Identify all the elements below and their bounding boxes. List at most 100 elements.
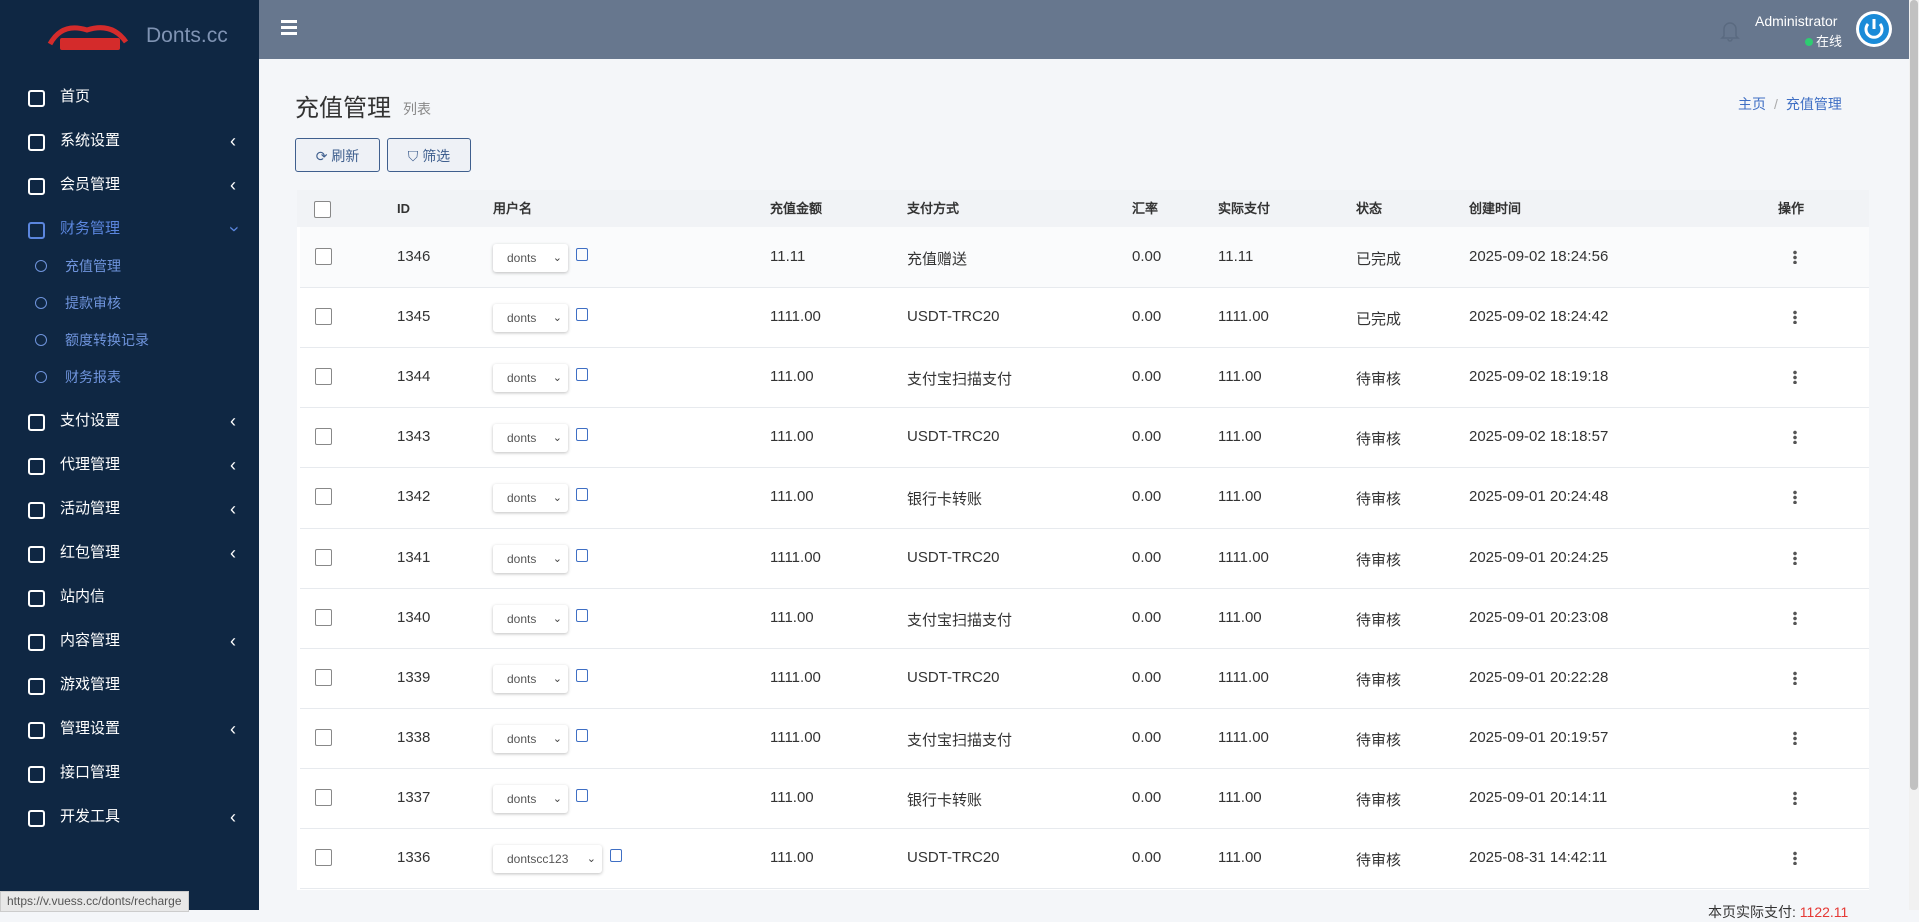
copy-icon[interactable] bbox=[576, 608, 588, 622]
row-checkbox[interactable] bbox=[315, 488, 332, 506]
username-select[interactable]: donts ⌄ bbox=[493, 544, 568, 573]
menu-icon bbox=[28, 134, 45, 151]
column-header[interactable]: ID bbox=[397, 201, 410, 216]
menu-arrow: ‹ bbox=[230, 543, 236, 563]
menu-item[interactable]: 财务管理 ‹ bbox=[0, 211, 259, 247]
row-checkbox[interactable] bbox=[315, 248, 332, 266]
submenu-item[interactable]: 提款审核 bbox=[0, 288, 259, 318]
menu-item[interactable]: 内容管理 ‹ bbox=[0, 623, 259, 659]
menu-item[interactable]: 系统设置 ‹ bbox=[0, 123, 259, 159]
row-actions[interactable] bbox=[1793, 550, 1797, 565]
menu-item[interactable]: 游戏管理 bbox=[0, 667, 259, 703]
breadcrumb-home[interactable]: 主页 bbox=[1738, 96, 1766, 112]
row-actions[interactable] bbox=[1793, 430, 1797, 445]
header-checkbox[interactable] bbox=[314, 201, 331, 218]
username-select[interactable]: donts ⌄ bbox=[493, 244, 568, 273]
select-chevron: ⌄ bbox=[552, 792, 562, 805]
row-actions[interactable] bbox=[1793, 310, 1797, 325]
menu-item[interactable]: 会员管理 ‹ bbox=[0, 167, 259, 203]
username-select[interactable]: dontscc123 ⌄ bbox=[493, 845, 602, 874]
row-checkbox[interactable] bbox=[315, 428, 332, 446]
copy-icon[interactable] bbox=[576, 428, 588, 442]
copy-icon[interactable] bbox=[610, 849, 622, 863]
row-checkbox[interactable] bbox=[315, 368, 332, 386]
menu-item[interactable]: 首页 bbox=[0, 79, 259, 115]
username: donts bbox=[507, 311, 537, 326]
copy-icon[interactable] bbox=[576, 368, 588, 382]
bell-icon[interactable] bbox=[1720, 20, 1740, 42]
submenu-dot bbox=[35, 371, 47, 383]
copy-icon[interactable] bbox=[576, 308, 588, 322]
copy-icon[interactable] bbox=[576, 488, 588, 502]
submenu-item[interactable]: 额度转换记录 bbox=[0, 325, 259, 355]
cell: 0.00 bbox=[1132, 548, 1162, 566]
menu-icon bbox=[28, 766, 45, 783]
username-select[interactable]: donts ⌄ bbox=[493, 664, 568, 693]
select-chevron: ⌄ bbox=[552, 552, 562, 565]
row-actions[interactable] bbox=[1793, 790, 1797, 805]
cell: USDT-TRC20 bbox=[907, 548, 1000, 566]
menu-item[interactable]: 开发工具 ‹ bbox=[0, 799, 259, 835]
cell: 2025-09-01 20:22:28 bbox=[1469, 668, 1609, 686]
menu-label: 站内信 bbox=[60, 588, 106, 605]
menu-item[interactable]: 站内信 bbox=[0, 579, 259, 615]
cell: 0.00 bbox=[1132, 608, 1162, 626]
scrollbar-thumb[interactable] bbox=[1910, 0, 1918, 790]
cell: 待审核 bbox=[1356, 431, 1402, 449]
select-chevron: ⌄ bbox=[586, 853, 596, 866]
cell: USDT-TRC20 bbox=[907, 428, 1000, 446]
filter-button[interactable]: ⛉ 筛选 bbox=[387, 138, 471, 172]
menu-item[interactable]: 支付设置 ‹ bbox=[0, 403, 259, 439]
row-actions[interactable] bbox=[1793, 370, 1797, 385]
row-checkbox[interactable] bbox=[315, 788, 332, 806]
cell: 11.11 bbox=[1218, 248, 1254, 266]
menu-item[interactable]: 红包管理 ‹ bbox=[0, 535, 259, 571]
row-actions[interactable] bbox=[1793, 490, 1797, 505]
menu-toggle[interactable] bbox=[281, 20, 297, 35]
copy-icon[interactable] bbox=[576, 248, 588, 262]
user-name[interactable]: Administrator bbox=[1755, 13, 1838, 29]
row-actions[interactable] bbox=[1793, 851, 1797, 866]
row-actions[interactable] bbox=[1793, 610, 1797, 625]
submenu-item[interactable]: 充值管理 bbox=[0, 251, 259, 281]
row-actions[interactable] bbox=[1793, 670, 1797, 685]
copy-icon[interactable] bbox=[576, 728, 588, 742]
copy-icon[interactable] bbox=[576, 668, 588, 682]
username-select[interactable]: donts ⌄ bbox=[493, 304, 568, 333]
refresh-button[interactable]: ⟳ 刷新 bbox=[295, 138, 380, 172]
menu-arrow: ‹ bbox=[230, 719, 236, 739]
cell: 已完成 bbox=[1356, 311, 1402, 329]
row-actions[interactable] bbox=[1793, 730, 1797, 745]
submenu-item[interactable]: 财务报表 bbox=[0, 362, 259, 392]
brand: Donts.cc bbox=[146, 24, 228, 47]
row-divider bbox=[300, 888, 1869, 890]
username: donts bbox=[507, 491, 537, 506]
username-select[interactable]: donts ⌄ bbox=[493, 724, 568, 753]
avatar[interactable] bbox=[1855, 10, 1893, 48]
row-checkbox[interactable] bbox=[315, 728, 332, 746]
row-checkbox[interactable] bbox=[315, 668, 332, 686]
menu-item[interactable]: 活动管理 ‹ bbox=[0, 491, 259, 527]
username-select[interactable]: donts ⌄ bbox=[493, 484, 568, 513]
row-checkbox[interactable] bbox=[315, 849, 332, 867]
menu-item[interactable]: 接口管理 bbox=[0, 755, 259, 791]
username-select[interactable]: donts ⌄ bbox=[493, 364, 568, 393]
copy-icon[interactable] bbox=[576, 548, 588, 562]
username-select[interactable]: donts ⌄ bbox=[493, 424, 568, 453]
username-select[interactable]: donts ⌄ bbox=[493, 604, 568, 633]
row-checkbox[interactable] bbox=[315, 308, 332, 326]
menu-item[interactable]: 代理管理 ‹ bbox=[0, 447, 259, 483]
column-header: 充值金额 bbox=[770, 201, 823, 216]
select-chevron: ⌄ bbox=[552, 252, 562, 265]
refresh-label: 刷新 bbox=[331, 148, 360, 164]
submenu-dot bbox=[35, 260, 47, 272]
cell: 充值赠送 bbox=[907, 251, 968, 269]
copy-icon[interactable] bbox=[576, 788, 588, 802]
username-select[interactable]: donts ⌄ bbox=[493, 784, 568, 813]
row-checkbox[interactable] bbox=[315, 548, 332, 566]
cell: 111.00 bbox=[1218, 788, 1262, 806]
menu-item[interactable]: 管理设置 ‹ bbox=[0, 711, 259, 747]
row-actions[interactable] bbox=[1793, 250, 1797, 265]
cell: 2025-09-02 18:18:57 bbox=[1469, 428, 1609, 446]
row-checkbox[interactable] bbox=[315, 608, 332, 626]
